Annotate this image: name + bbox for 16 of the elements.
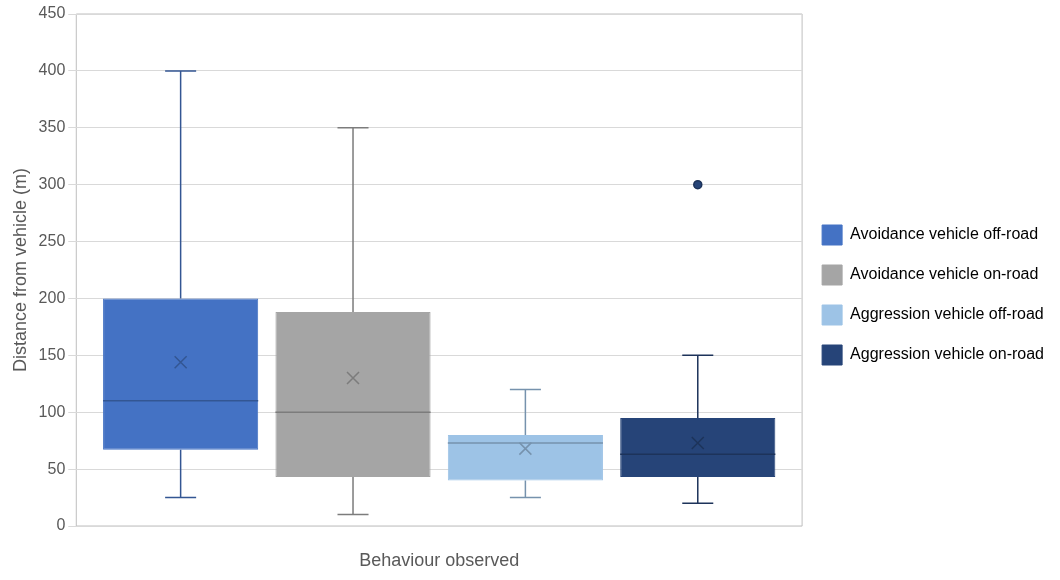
y-axis-title: Distance from vehicle (m): [9, 167, 30, 373]
legend-label: Aggression vehicle on-road: [850, 345, 1044, 363]
legend-label: Avoidance vehicle on-road: [850, 265, 1039, 283]
y-tick-label: 50: [47, 459, 66, 477]
y-tick-label: 100: [38, 402, 66, 420]
y-tick-label: 450: [38, 4, 66, 22]
y-tick-label: 350: [38, 118, 66, 136]
y-tick-label: 150: [38, 345, 66, 363]
legend-label: Aggression vehicle off-road: [850, 305, 1044, 323]
y-tick-label: 200: [38, 288, 66, 306]
legend-label: Avoidance vehicle off-road: [850, 225, 1039, 243]
y-tick-label: 0: [56, 516, 66, 534]
x-axis-title: Behaviour observed: [359, 550, 520, 571]
y-tick-label: 400: [38, 61, 66, 79]
y-tick-label: 300: [38, 175, 66, 193]
y-tick-label: 250: [38, 231, 66, 249]
